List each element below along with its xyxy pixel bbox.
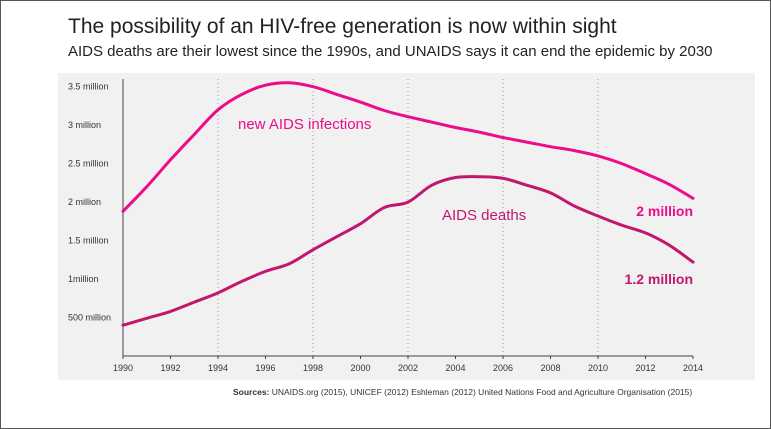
x-tick-label: 1996 xyxy=(255,363,275,373)
x-axis-ticks: 1990 1992 1994 1996 1998 2000 2002 2004 2006 2008… xyxy=(113,356,703,373)
x-tick-label: 1994 xyxy=(208,363,228,373)
series-line-aids-deaths xyxy=(121,175,695,327)
source-note: Sources: UNAIDS.org (2015), UNICEF (2012… xyxy=(233,387,692,397)
y-tick-label: 3 million xyxy=(68,120,101,130)
source-label: Sources: xyxy=(233,387,270,397)
end-label-aids-deaths: 1.2 million xyxy=(625,271,693,287)
x-tick-label: 2008 xyxy=(540,363,560,373)
y-tick-label: 1million xyxy=(68,274,99,284)
series-label-new-infections: new AIDS infections xyxy=(238,116,371,133)
y-tick-label: 500 million xyxy=(68,313,111,323)
y-axis-ticks: 500 million 1million 1.5 million 2 million 2… xyxy=(68,82,111,323)
x-tick-label: 1992 xyxy=(160,363,180,373)
source-text: UNAIDS.org (2015), UNICEF (2012) Eshlema… xyxy=(269,387,693,397)
chart-title: The possibility of an HIV-free generatio… xyxy=(68,15,617,38)
x-tick-label: 2002 xyxy=(398,363,418,373)
series-lines xyxy=(121,81,695,327)
y-tick-label: 3.5 million xyxy=(68,82,109,92)
series-line-new-infections xyxy=(121,81,695,213)
x-tick-label: 1998 xyxy=(303,363,323,373)
end-label-new-infections: 2 million xyxy=(636,203,693,219)
series-label-aids-deaths: AIDS deaths xyxy=(442,207,526,224)
chart-subtitle: AIDS deaths are their lowest since the 1… xyxy=(68,43,713,60)
x-tick-label: 2014 xyxy=(683,363,703,373)
x-tick-label: 2010 xyxy=(588,363,608,373)
x-tick-label: 2000 xyxy=(350,363,370,373)
plot-background xyxy=(58,73,755,380)
x-tick-label: 2006 xyxy=(493,363,513,373)
y-tick-label: 2 million xyxy=(68,197,101,207)
x-tick-label: 2004 xyxy=(445,363,465,373)
y-tick-label: 1.5 million xyxy=(68,236,109,246)
y-tick-label: 2.5 million xyxy=(68,159,109,169)
x-tick-label: 2012 xyxy=(635,363,655,373)
x-tick-label: 1990 xyxy=(113,363,133,373)
